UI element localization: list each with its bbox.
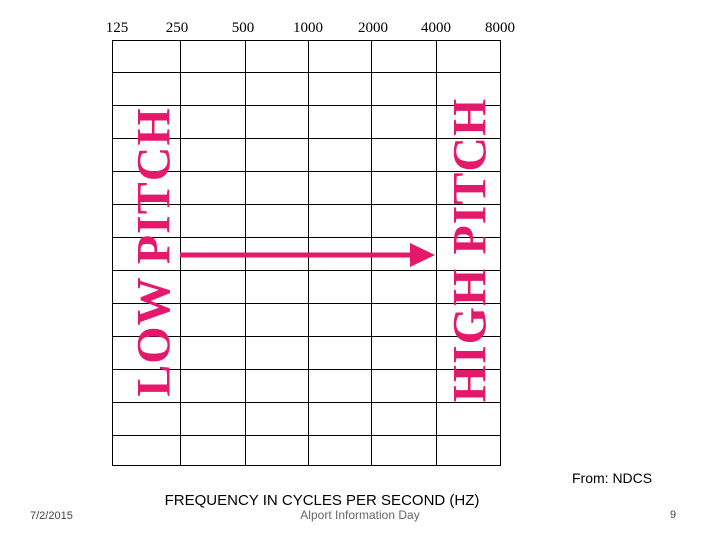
low-pitch-label: LOW PITCH [127, 107, 181, 397]
page-number: 9 [670, 509, 677, 521]
pitch-arrow [180, 243, 435, 267]
freq-label-4000: 4000 [421, 20, 451, 36]
freq-label-8000: 8000 [485, 20, 515, 36]
freq-label-250: 250 [165, 20, 189, 36]
grid-border [112, 40, 501, 466]
freq-label-125: 125 [105, 20, 129, 36]
high-pitch-label: HIGH PITCH [443, 97, 497, 403]
footer-center-text: Alport Information Day [300, 508, 420, 522]
freq-label-2000: 2000 [358, 20, 388, 36]
source-credit: From: NDCS [572, 470, 653, 486]
x-axis-title: FREQUENCY IN CYCLES PER SECOND (HZ) [164, 492, 480, 509]
footer-date: 7/2/2015 [30, 510, 73, 522]
freq-label-500: 500 [231, 20, 255, 36]
pitch-arrow-head [410, 243, 435, 267]
freq-label-1000: 1000 [293, 20, 323, 36]
